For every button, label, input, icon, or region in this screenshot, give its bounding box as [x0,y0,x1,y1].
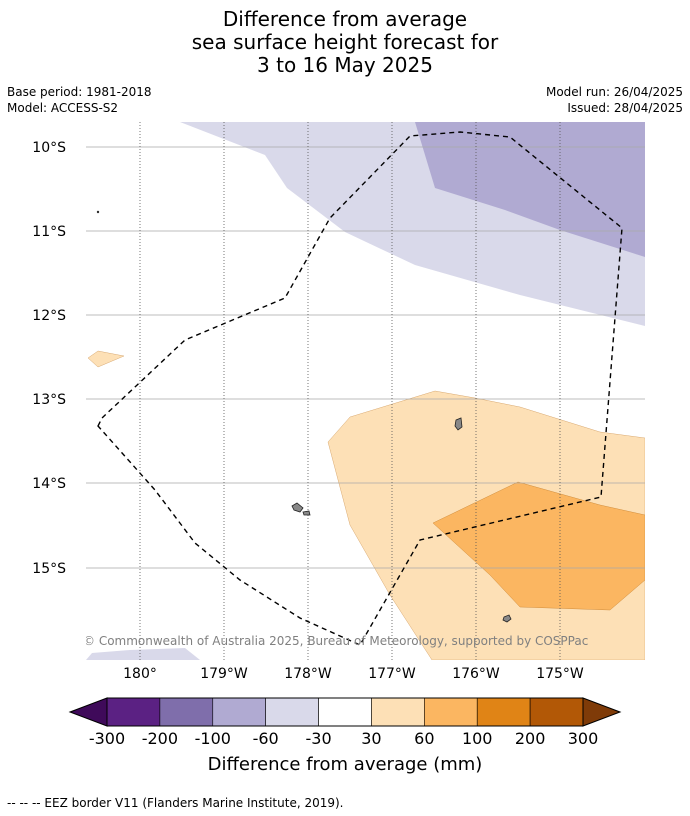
colorbar-extend-low [68,697,108,727]
copyright-text: © Commonwealth of Australia 2025, Bureau… [83,634,588,648]
colorbar-boxes [106,697,584,727]
colorbar-box [265,697,319,727]
colorbar-tick: -30 [305,729,331,748]
lat-label: 14°S [32,476,66,492]
model-name: Model: ACCESS-S2 [7,101,119,115]
colorbar-tick: 60 [414,729,434,748]
lat-label: 12°S [32,308,66,324]
longitude-labels: 180° 179°W 178°W 177°W 176°W 175°W [123,666,584,682]
colorbar-tick-labels: -300 -200 -100 -60 -30 30 60 100 200 300 [89,729,598,748]
colorbar-frame [106,697,584,727]
lat-label: 15°S [32,561,66,577]
colorbar-box [424,697,478,727]
lat-label: 10°S [32,140,66,156]
colorbar-extend-high [582,697,622,727]
anomaly-region-minus60 [415,122,645,257]
colorbar-box [212,697,266,727]
title-line-3: 3 to 16 May 2025 [257,53,433,77]
meta-right: Model run: 26/04/2025 Issued: 28/04/2025 [546,84,683,116]
model-run: Model run: 26/04/2025 [545,85,683,99]
colorbar-tick: -60 [253,729,279,748]
colorbar-tick: 100 [462,729,493,748]
base-period: Base period: 1981-2018 [7,85,152,99]
lon-label: 180° [123,666,157,682]
eez-border [97,131,623,646]
colorbar-tick: -100 [195,729,231,748]
title-line-2: sea surface height forecast for [191,30,499,54]
colorbar: -300 -200 -100 -60 -30 30 60 100 200 300 Differen… [68,697,622,775]
anomaly-region-minus30-south [86,648,200,660]
lat-label: 13°S [32,392,66,408]
colorbar-box [159,697,214,727]
lon-label: 178°W [284,666,332,682]
colorbar-tick: 300 [568,729,599,748]
island-southeast [502,614,512,623]
latitude-gridlines [86,146,645,569]
colorbar-box [318,697,372,727]
lon-label: 175°W [536,666,584,682]
island-futuna [291,502,304,513]
eez-legend-note: -- -- -- EEZ border V11 (Flanders Marine… [7,796,344,810]
lon-label: 179°W [200,666,248,682]
lon-label: 177°W [368,666,416,682]
colorbar-tick: 200 [515,729,546,748]
lon-label: 176°W [452,666,500,682]
islands [96,210,512,623]
latitude-labels: 10°S 11°S 12°S 13°S 14°S 15°S [32,140,66,577]
colorbar-tick: -300 [89,729,125,748]
sea-level-map: © Commonwealth of Australia 2025, Bureau… [32,122,645,682]
title-line-1: Difference from average [222,7,468,31]
colorbar-box [476,697,531,727]
colorbar-box [106,697,161,727]
issued-date: Issued: 28/04/2025 [567,101,683,115]
island-wallis [454,417,463,431]
colorbar-box [529,697,584,727]
colorbar-label: Difference from average (mm) [208,754,483,775]
island-dot [96,210,100,214]
lat-label: 11°S [32,224,66,240]
map-title: Difference from average sea surface heig… [0,8,690,77]
map-area: © Commonwealth of Australia 2025, Bureau… [83,122,645,660]
anomaly-region-plus30-west [87,350,125,368]
meta-left: Base period: 1981-2018 Model: ACCESS-S2 [7,84,152,116]
island-alofi [302,510,311,516]
anomaly-region-plus60 [432,481,645,611]
colorbar-tick: -200 [142,729,178,748]
colorbar-tick: 30 [361,729,381,748]
colorbar-box [371,697,425,727]
